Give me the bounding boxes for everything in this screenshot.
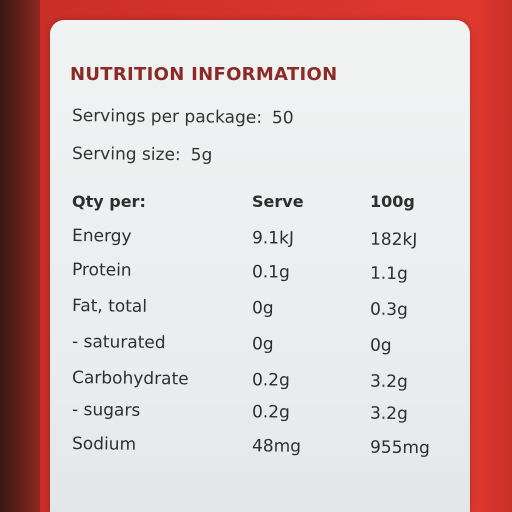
row-label: - saturated — [71, 332, 166, 354]
table-header: Qty per: Serve 100g — [72, 192, 452, 216]
header-100g: 100g — [370, 192, 415, 211]
table-row-sodium: Sodium 48mg 955mg — [72, 434, 452, 465]
nutrition-label: NUTRITION INFORMATION Servings per packa… — [50, 20, 470, 512]
row-serve-value: 0.1g — [251, 262, 290, 283]
row-100g-value: 182kJ — [369, 229, 418, 251]
row-label: Fat, total — [71, 296, 148, 317]
row-100g-value: 1.1g — [369, 263, 408, 285]
table-row-sugars: - sugars 0.2g 3.2g — [72, 400, 452, 431]
row-serve-value: 0.2g — [251, 402, 290, 423]
row-label: Sodium — [71, 434, 137, 455]
row-100g-value: 0.3g — [369, 299, 408, 321]
row-serve-value: 9.1kJ — [251, 228, 295, 249]
row-100g-value: 3.2g — [369, 403, 408, 425]
row-serve-value: 48mg — [251, 436, 302, 457]
serving-size-label: Serving size: — [71, 144, 181, 166]
row-100g-value: 955mg — [369, 437, 430, 459]
table-row-protein: Protein 0.1g 1.1g — [72, 260, 452, 291]
table-row-fat-total: Fat, total 0g 0.3g — [72, 296, 452, 327]
table-row-energy: Energy 9.1kJ 182kJ — [72, 226, 452, 257]
jar-shadow-edge — [0, 0, 40, 512]
row-100g-value: 0g — [369, 335, 392, 356]
header-serve: Serve — [252, 192, 304, 211]
table-row-carbohydrate: Carbohydrate 0.2g 3.2g — [72, 368, 452, 399]
row-serve-value: 0.2g — [251, 370, 290, 391]
row-label: Carbohydrate — [71, 368, 189, 390]
servings-per-package: Servings per package: 50 — [72, 106, 294, 128]
serving-size: Serving size: 5g — [72, 144, 212, 165]
row-100g-value: 3.2g — [369, 371, 408, 393]
header-qty-per: Qty per: — [72, 192, 146, 211]
serving-size-value: 5g — [190, 145, 213, 166]
nutrition-title: NUTRITION INFORMATION — [70, 64, 338, 85]
row-label: Protein — [71, 260, 132, 281]
servings-value: 50 — [271, 108, 294, 129]
row-serve-value: 0g — [251, 298, 274, 319]
row-label: Energy — [71, 226, 132, 247]
servings-label: Servings per package: — [71, 106, 263, 128]
table-row-saturated: - saturated 0g 0g — [72, 332, 452, 363]
row-label: - sugars — [71, 400, 141, 421]
row-serve-value: 0g — [251, 334, 274, 355]
